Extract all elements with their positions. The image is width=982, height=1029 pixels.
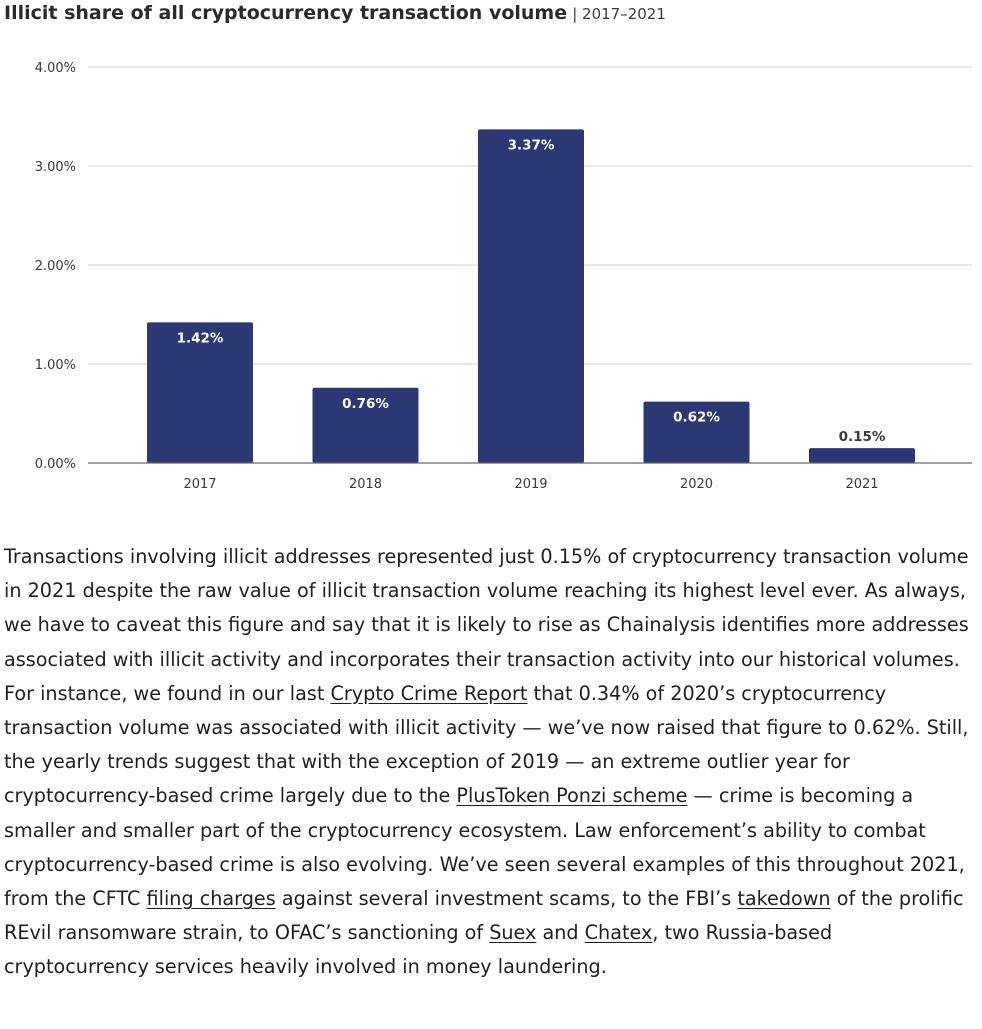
x-tick-label: 2017 [183,477,216,492]
takedown-link[interactable]: takedown [737,887,831,911]
article-text-5: of the prolific REvil ransomware strain,… [4,887,964,945]
bar-2021 [809,448,915,463]
x-tick-label: 2018 [349,477,382,492]
chatex-link[interactable]: Chatex [584,921,653,945]
chart-subtitle: | 2017–2021 [572,5,666,23]
y-tick-label: 1.00% [35,358,76,373]
x-tick-label: 2020 [680,477,713,492]
article-text-7: , two Russia-based cryptocurrency servic… [4,921,833,979]
article-text-1: Transactions involving illicit addresses… [4,545,969,705]
bar-value-label: 0.15% [839,429,886,445]
bar-value-labels: 1.42% 0.76% 3.37% 0.62% 0.15% [177,137,886,445]
article-text-2: that 0.34% of 2020’s cryptocurrency tran… [4,681,969,808]
filing-charges-link[interactable]: filing charges [146,887,276,911]
article-text-4: against several investment scams, to the… [275,887,738,911]
x-axis-ticks: 2017 2018 2019 2020 2021 [183,477,878,492]
bar-2019 [478,129,584,463]
bar-2017 [147,322,253,463]
bar-2018 [312,387,419,463]
chart-title-main: Illicit share of all cryptocurrency tran… [4,2,568,24]
x-tick-label: 2019 [514,477,547,492]
article-text-3: — crime is becoming a smaller and smalle… [4,784,965,911]
y-tick-label: 4.00% [35,61,76,76]
bar-value-label: 0.62% [673,410,720,426]
bar-value-label: 1.42% [177,330,224,346]
bar-2020 [643,401,750,463]
y-tick-label: 0.00% [35,457,76,472]
chart-title: Illicit share of all cryptocurrency tran… [4,0,666,28]
bar-value-label: 3.37% [508,137,555,153]
article-text-6: and [536,921,585,945]
bar-chart: 0.00% 1.00% 2.00% 3.00% 4.00% 1.42% 0.76% 3.37… [35,61,972,492]
y-axis-ticks: 0.00% 1.00% 2.00% 3.00% 4.00% [35,61,76,472]
article-paragraph: Transactions involving illicit addresses… [4,540,979,985]
bars [147,129,915,463]
bar-value-label: 0.76% [342,396,389,412]
plustoken-ponzi-link[interactable]: PlusToken Ponzi scheme [456,784,688,808]
y-tick-label: 2.00% [35,259,76,274]
x-tick-label: 2021 [845,477,878,492]
y-tick-label: 3.00% [35,160,76,175]
crypto-crime-report-link[interactable]: Crypto Crime Report [330,681,528,705]
suex-link[interactable]: Suex [489,921,537,945]
